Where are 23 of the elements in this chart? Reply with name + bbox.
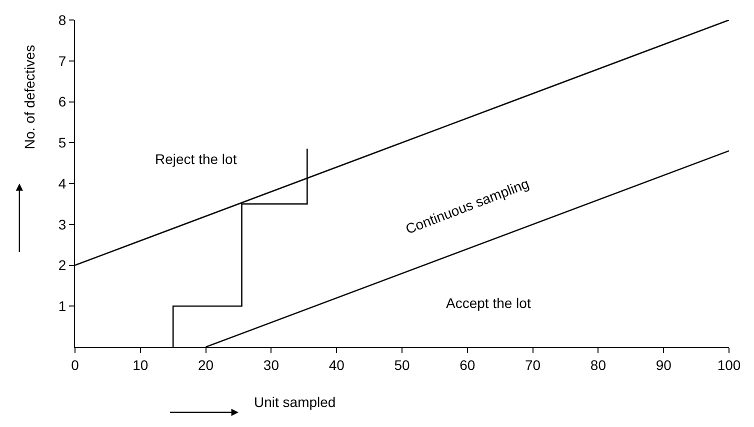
x-tick-label: 50 — [394, 356, 410, 373]
y-tick-label: 6 — [58, 94, 66, 110]
y-tick-label: 4 — [58, 175, 66, 192]
x-tick-label: 70 — [525, 356, 541, 373]
x-tick-label: 80 — [590, 356, 606, 373]
y-tick-label: 8 — [58, 12, 66, 28]
annotation: Accept the lot — [446, 295, 531, 311]
x-tick-label: 10 — [132, 356, 148, 373]
x-tick-label: 40 — [328, 356, 345, 373]
annotation: Reject the lot — [155, 151, 237, 167]
x-tick-label: 100 — [717, 356, 741, 373]
y-tick-label: 7 — [58, 52, 66, 69]
x-tick-label: 0 — [71, 356, 80, 373]
x-tick-label: 30 — [263, 356, 280, 373]
x-tick-label: 90 — [656, 356, 672, 373]
y-tick-label: 2 — [58, 257, 66, 274]
x-tick-label: 20 — [198, 356, 214, 373]
y-tick-label: 1 — [58, 298, 66, 314]
y-axis-title: No. of defectives — [22, 44, 38, 150]
x-axis-title: Unit sampled — [254, 394, 336, 410]
y-tick-label: 3 — [58, 216, 66, 232]
x-tick-label: 60 — [460, 356, 476, 373]
y-tick-label: 5 — [58, 134, 66, 151]
